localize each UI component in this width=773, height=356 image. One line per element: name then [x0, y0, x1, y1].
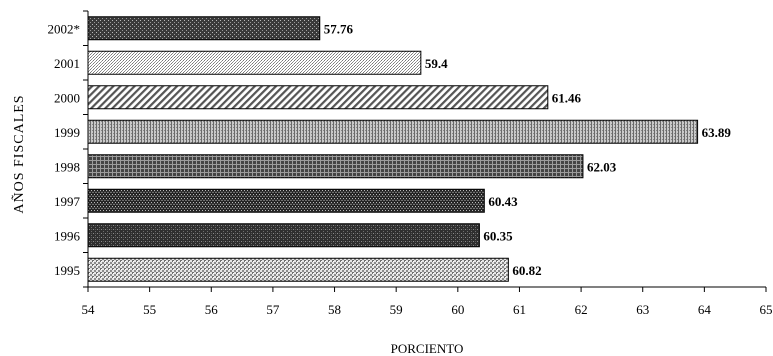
x-tick-label: 58	[328, 302, 341, 317]
x-tick-label: 57	[266, 302, 280, 317]
data-label: 59.4	[425, 56, 448, 71]
x-axis-title: PORCIENTO	[391, 341, 464, 356]
bar-1997	[87, 188, 485, 213]
x-tick-label: 59	[390, 302, 403, 317]
x-tick-label: 65	[760, 302, 773, 317]
x-tick-label: 55	[143, 302, 156, 317]
data-label: 61.46	[552, 90, 582, 105]
plot-area: 54 55 56 57 58 59 60 61 62 63 64 65 2002* 57.76 2001 59…	[48, 10, 773, 317]
data-label: 60.82	[512, 263, 541, 278]
y-tick-label: 2000	[54, 90, 80, 105]
data-label: 63.89	[702, 125, 732, 140]
bar-2000	[87, 85, 549, 110]
data-label: 60.35	[483, 228, 513, 243]
y-tick-label: 2001	[54, 56, 80, 71]
bar-1996	[87, 223, 480, 248]
data-label: 62.03	[587, 159, 617, 174]
x-tick-label: 60	[451, 302, 464, 317]
bar-2001	[87, 50, 422, 75]
y-tick-label: 1996	[54, 228, 81, 243]
y-tick-label: 1998	[54, 159, 80, 174]
x-tick-label: 64	[698, 302, 712, 317]
data-label: 57.76	[324, 21, 354, 36]
x-tick-label: 56	[205, 302, 219, 317]
bar-2002	[87, 16, 321, 41]
y-tick-label: 2002*	[48, 21, 81, 36]
data-label: 60.43	[488, 194, 518, 209]
y-tick-label: 1995	[54, 263, 80, 278]
bar-1998	[87, 154, 584, 179]
y-tick-label: 1997	[54, 194, 81, 209]
x-tick-label: 63	[636, 302, 649, 317]
x-tick-label: 61	[513, 302, 526, 317]
y-tick-label: 1999	[54, 125, 80, 140]
x-tick-label: 54	[82, 302, 96, 317]
bar-1995	[87, 257, 509, 282]
x-tick-label: 62	[575, 302, 588, 317]
y-axis-title: AÑOS FISCALES	[11, 94, 27, 213]
bar-1999	[87, 119, 699, 144]
